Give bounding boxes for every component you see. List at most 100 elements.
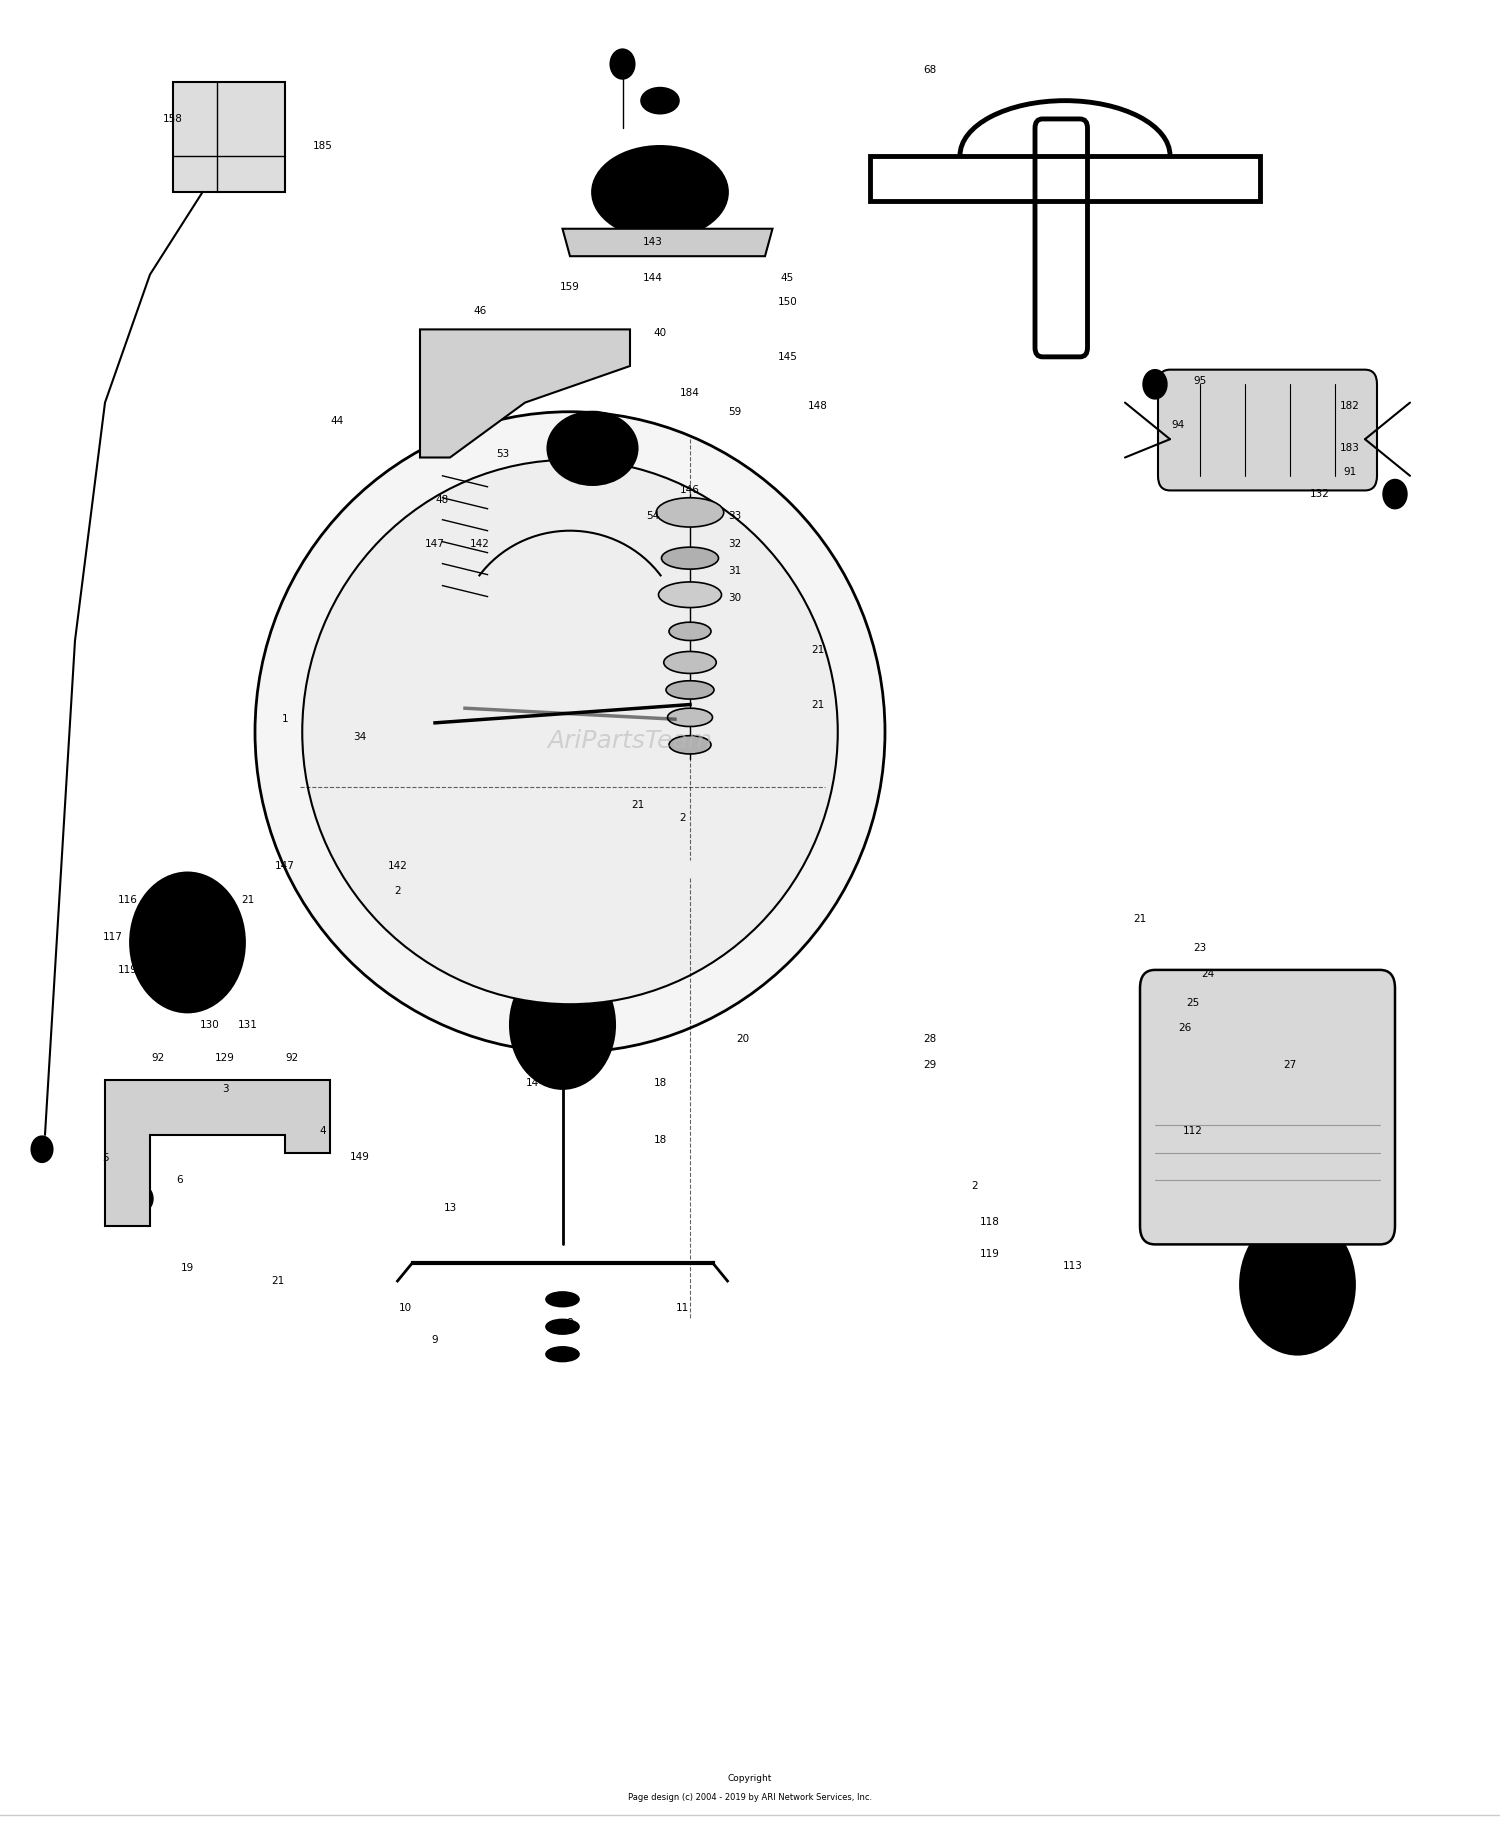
Text: 20: 20 xyxy=(736,1034,748,1045)
FancyBboxPatch shape xyxy=(1158,370,1377,490)
Text: 21: 21 xyxy=(1134,913,1146,924)
Ellipse shape xyxy=(662,547,718,569)
Text: 184: 184 xyxy=(680,388,700,399)
Text: 44: 44 xyxy=(332,415,344,426)
Text: 18: 18 xyxy=(654,1135,666,1146)
Circle shape xyxy=(1143,370,1167,399)
Text: 185: 185 xyxy=(312,141,333,152)
Text: 146: 146 xyxy=(680,485,700,496)
Text: 33: 33 xyxy=(729,511,741,522)
Text: 52: 52 xyxy=(556,461,568,472)
Text: 55: 55 xyxy=(594,461,606,472)
Circle shape xyxy=(32,1136,53,1162)
Text: 182: 182 xyxy=(1340,401,1360,412)
Text: 147: 147 xyxy=(424,538,445,549)
Text: 46: 46 xyxy=(474,306,486,317)
Text: 23: 23 xyxy=(1194,942,1206,953)
Ellipse shape xyxy=(657,498,723,527)
Text: Copyright: Copyright xyxy=(728,1775,772,1782)
Text: 132: 132 xyxy=(1144,379,1166,390)
Ellipse shape xyxy=(669,622,711,640)
Text: 31: 31 xyxy=(729,565,741,576)
Text: 92: 92 xyxy=(286,1052,298,1063)
Ellipse shape xyxy=(546,1292,579,1307)
Polygon shape xyxy=(562,229,772,256)
Text: 16: 16 xyxy=(534,1005,546,1016)
Text: 48: 48 xyxy=(436,494,448,505)
Text: 113: 113 xyxy=(162,895,183,906)
Text: 54: 54 xyxy=(646,511,658,522)
Text: 11: 11 xyxy=(676,1303,688,1314)
Ellipse shape xyxy=(663,651,717,673)
Text: 112: 112 xyxy=(1182,1125,1203,1136)
Text: 129: 129 xyxy=(214,1052,236,1063)
Text: 2: 2 xyxy=(972,1180,978,1191)
Circle shape xyxy=(1240,1215,1354,1354)
Circle shape xyxy=(130,873,244,1012)
Text: Page design (c) 2004 - 2019 by ARI Network Services, Inc.: Page design (c) 2004 - 2019 by ARI Netwo… xyxy=(628,1793,872,1801)
Text: 28: 28 xyxy=(924,1034,936,1045)
Text: 118: 118 xyxy=(162,968,183,979)
Text: 8: 8 xyxy=(567,1318,573,1329)
Text: 1: 1 xyxy=(282,714,288,725)
Ellipse shape xyxy=(642,179,678,205)
Text: 15: 15 xyxy=(534,1034,546,1045)
Text: 3: 3 xyxy=(222,1083,228,1094)
Text: 40: 40 xyxy=(654,205,666,216)
Text: 53: 53 xyxy=(496,448,508,459)
Circle shape xyxy=(503,622,638,787)
Text: 25: 25 xyxy=(1186,997,1198,1008)
Circle shape xyxy=(252,1094,273,1120)
Text: 142: 142 xyxy=(387,860,408,871)
Text: 4: 4 xyxy=(320,1125,326,1136)
Text: 119: 119 xyxy=(980,1248,1000,1259)
Circle shape xyxy=(650,695,716,776)
Text: 159: 159 xyxy=(560,282,580,293)
Text: 183: 183 xyxy=(1340,443,1360,454)
Polygon shape xyxy=(105,1080,330,1226)
Text: 9: 9 xyxy=(432,1334,438,1345)
Text: 148: 148 xyxy=(807,401,828,412)
Ellipse shape xyxy=(669,736,711,754)
Circle shape xyxy=(1383,479,1407,509)
Text: 45: 45 xyxy=(782,273,794,284)
Text: 113: 113 xyxy=(1062,1261,1083,1272)
Circle shape xyxy=(610,49,634,79)
Circle shape xyxy=(154,902,220,983)
Text: 29: 29 xyxy=(924,1060,936,1071)
Polygon shape xyxy=(420,329,630,458)
Circle shape xyxy=(510,961,615,1089)
Text: 117: 117 xyxy=(1250,1261,1270,1272)
Text: 142: 142 xyxy=(470,538,490,549)
Text: AriPartsTeam: AriPartsTeam xyxy=(548,728,712,754)
Ellipse shape xyxy=(658,582,722,608)
Circle shape xyxy=(528,653,612,756)
Text: 158: 158 xyxy=(162,113,183,124)
Ellipse shape xyxy=(548,412,638,485)
Ellipse shape xyxy=(612,163,708,221)
FancyBboxPatch shape xyxy=(1140,970,1395,1244)
Ellipse shape xyxy=(302,459,837,1005)
Circle shape xyxy=(1282,1266,1312,1303)
Text: 36: 36 xyxy=(646,178,658,188)
Text: 94: 94 xyxy=(1172,419,1184,430)
Text: 68: 68 xyxy=(924,64,936,75)
Text: 116: 116 xyxy=(1324,1276,1346,1286)
Text: 143: 143 xyxy=(642,236,663,247)
Text: 56: 56 xyxy=(572,443,584,454)
FancyBboxPatch shape xyxy=(172,82,285,192)
Text: 40: 40 xyxy=(654,95,666,106)
Text: 111: 111 xyxy=(200,895,220,906)
Text: 92: 92 xyxy=(152,1052,164,1063)
Text: 130: 130 xyxy=(200,1019,220,1030)
Text: 21: 21 xyxy=(632,800,644,811)
Text: 21: 21 xyxy=(242,895,254,906)
Ellipse shape xyxy=(546,1347,579,1362)
Text: 119: 119 xyxy=(117,964,138,975)
Text: 26: 26 xyxy=(1179,1023,1191,1034)
Text: 147: 147 xyxy=(274,860,296,871)
Text: 2: 2 xyxy=(394,886,400,897)
Circle shape xyxy=(536,992,590,1058)
Text: 21: 21 xyxy=(272,1276,284,1286)
Text: 91: 91 xyxy=(1344,467,1356,478)
